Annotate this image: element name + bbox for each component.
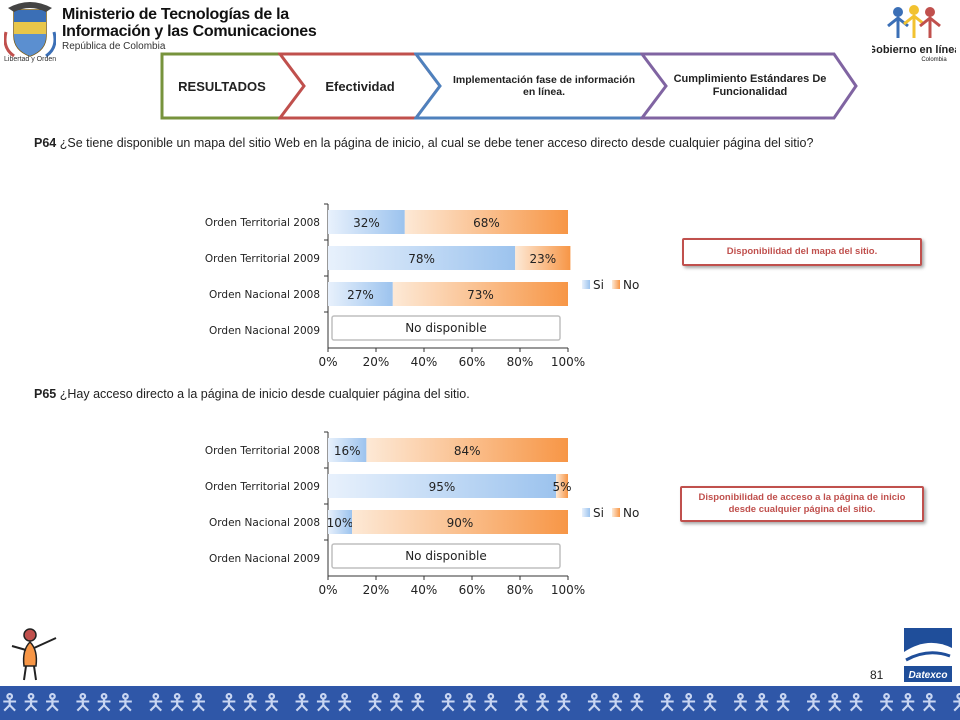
- info-box-p64: Disponibilidad del mapa del sitio.: [682, 238, 922, 266]
- bar-no: [352, 510, 568, 534]
- category-label: Orden Territorial 2008: [205, 445, 320, 457]
- ministry-name: Ministerio de Tecnologías de la Informac…: [62, 6, 317, 52]
- bar-si: [328, 438, 367, 462]
- bar-si: [328, 474, 556, 498]
- ministry-name-line2: Información y las Comunicaciones: [62, 23, 317, 40]
- tab-resultados-label: RESULTADOS: [178, 78, 266, 94]
- question-p64: P64 ¿Se tiene disponible un mapa del sit…: [34, 136, 813, 150]
- category-label: Orden Nacional 2009: [209, 325, 320, 337]
- x-tick-label: 40%: [411, 583, 438, 597]
- x-tick-label: 100%: [551, 355, 585, 369]
- legend-label-no: No: [623, 506, 639, 520]
- x-tick-label: 80%: [507, 355, 534, 369]
- tab-implementacion-label: Implementación fase de información en lí…: [452, 74, 636, 98]
- category-label: Orden Territorial 2008: [205, 217, 320, 229]
- legend-label-si: Si: [593, 278, 604, 292]
- category-label: Orden Nacional 2008: [209, 289, 320, 301]
- tab-efectividad-label: Efectividad: [325, 78, 395, 94]
- x-tick-label: 80%: [507, 583, 534, 597]
- x-tick-label: 20%: [363, 355, 390, 369]
- x-tick-label: 100%: [551, 583, 585, 597]
- not-available-box: [331, 543, 561, 569]
- bar-value-label: 84%: [454, 444, 481, 458]
- bar-value-label: 5%: [552, 480, 571, 494]
- legend-swatch-no: [612, 280, 620, 289]
- not-available-label: No disponible: [405, 549, 487, 563]
- chart-p65-svg: 0% 20% 40% 60% 80% 100% Orden Territorial 2008…: [205, 431, 639, 597]
- tab-implementacion[interactable]: Implementación fase de información en lí…: [414, 52, 672, 120]
- tab-cumplimiento-shape: [640, 52, 858, 120]
- chart-p64-svg: 0% 20% 40% 60% 80% 100% Orden Territorial 2008…: [205, 203, 639, 369]
- bar-no: [515, 246, 571, 270]
- bar-no: [404, 210, 568, 234]
- legend-swatch-no: [612, 508, 620, 517]
- question-p64-code: P64: [34, 136, 57, 150]
- legend-label-no: No: [623, 278, 639, 292]
- category-label: Orden Nacional 2009: [209, 553, 320, 565]
- category-label: Orden Territorial 2009: [205, 253, 320, 265]
- gel-logo-text: Gobierno en línea: [872, 44, 956, 56]
- x-tick-label: 20%: [363, 583, 390, 597]
- bar-value-label: 78%: [408, 252, 435, 266]
- bar-value-label: 10%: [327, 516, 354, 530]
- bar-si: [328, 246, 516, 270]
- x-tick-label: 60%: [459, 355, 486, 369]
- gel-logo-subtext: Colombia: [921, 57, 947, 63]
- footer-people-pattern-icon: 🯅🯅🯅 🯅🯅🯅 🯅🯅🯅 🯅🯅🯅 🯅🯅🯅 🯅🯅🯅 🯅🯅🯅 🯅🯅🯅 🯅🯅🯅 🯅🯅🯅 …: [0, 691, 960, 716]
- bar-value-label: 95%: [429, 480, 456, 494]
- bar-si: [328, 510, 352, 534]
- ministry-name-line1: Ministerio de Tecnologías de la: [62, 6, 289, 23]
- bar-si: [328, 282, 393, 306]
- footer-band: 🯅🯅🯅 🯅🯅🯅 🯅🯅🯅 🯅🯅🯅 🯅🯅🯅 🯅🯅🯅 🯅🯅🯅 🯅🯅🯅 🯅🯅🯅 🯅🯅🯅 …: [0, 686, 960, 720]
- gobierno-en-linea-logo: Gobierno en línea Colombia: [872, 5, 956, 63]
- tab-cumplimiento-label: Cumplimiento Estándares De Funcionalidad: [673, 73, 827, 98]
- x-tick-label: 0%: [318, 583, 337, 597]
- chart-p64: 0% 20% 40% 60% 80% 100% Orden Territorial 2008…: [190, 200, 690, 375]
- bar-value-label: 73%: [467, 288, 494, 302]
- bar-value-label: 16%: [334, 444, 361, 458]
- question-p65-code: P65: [34, 387, 57, 401]
- category-label: Orden Territorial 2009: [205, 481, 320, 493]
- bar-value-label: 27%: [347, 288, 374, 302]
- chart-p65: 0% 20% 40% 60% 80% 100% Orden Territorial 2008…: [190, 428, 690, 603]
- ministry-country: República de Colombia: [62, 41, 166, 52]
- bar-value-label: 32%: [353, 216, 380, 230]
- x-tick-label: 40%: [411, 355, 438, 369]
- datexco-logo-text: Datexco: [909, 670, 948, 681]
- question-p65-text: ¿Hay acceso directo a la página de inici…: [59, 387, 470, 401]
- bar-no: [556, 474, 568, 498]
- bar-value-label: 68%: [473, 216, 500, 230]
- person-figure-icon: [11, 628, 57, 681]
- tab-cumplimiento[interactable]: Cumplimiento Estándares De Funcionalidad: [640, 52, 860, 120]
- not-available-box: [331, 315, 561, 341]
- question-p64-text: ¿Se tiene disponible un mapa del sitio W…: [59, 136, 814, 150]
- legend-label-si: Si: [593, 506, 604, 520]
- page-number: 81: [870, 668, 884, 682]
- question-p65: P65 ¿Hay acceso directo a la página de i…: [34, 387, 470, 401]
- bar-value-label: 90%: [447, 516, 474, 530]
- legend-swatch-si: [582, 280, 590, 289]
- x-tick-label: 0%: [318, 355, 337, 369]
- datexco-logo: Datexco: [904, 628, 952, 682]
- bar-si: [328, 210, 405, 234]
- bar-value-label: 23%: [529, 252, 556, 266]
- category-label: Orden Nacional 2008: [209, 517, 320, 529]
- colombia-coat-of-arms-icon: [4, 2, 56, 58]
- not-available-label: No disponible: [405, 321, 487, 335]
- info-box-p65: Disponibilidad de acceso a la página de …: [680, 486, 924, 522]
- section-tabs: RESULTADOS Efectividad Implementación fa…: [160, 52, 860, 120]
- legend-swatch-si: [582, 508, 590, 517]
- bar-no: [392, 282, 568, 306]
- x-tick-label: 60%: [459, 583, 486, 597]
- bar-no: [366, 438, 568, 462]
- motto: Libertad y Orden: [4, 56, 57, 63]
